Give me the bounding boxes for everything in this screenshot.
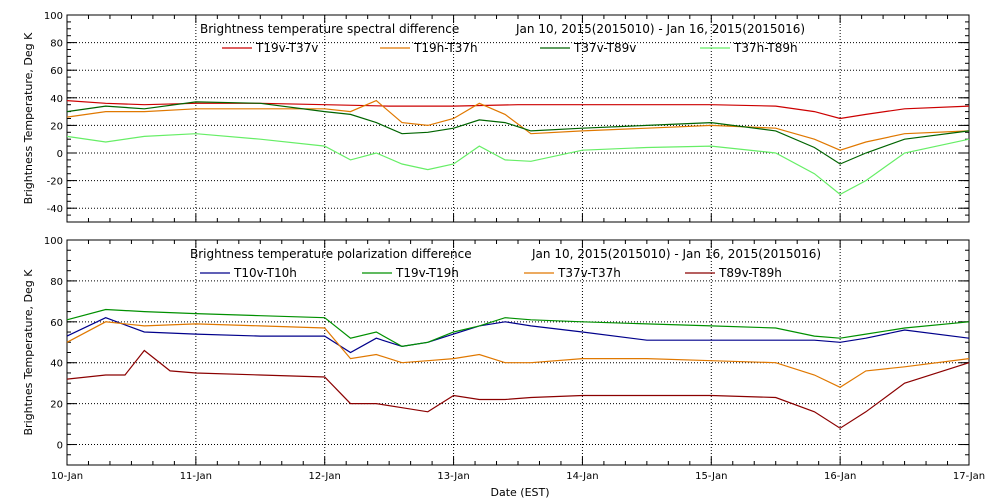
x-axis-label: Date (EST) [490,486,549,499]
y-tick-label: 80 [50,39,63,50]
polarization-difference-panel: 10-Jan 11-Jan 12-Jan 13-Jan 14-Jan 15-Jan 16-J… [22,236,985,482]
series-line-t37v-t89v [66,101,970,165]
x-tick-label: 10-Jan [51,471,83,482]
y-tick-label: 100 [44,236,63,247]
x-tick-label: 16-Jan [824,471,856,482]
y-tick-label: 20 [50,121,63,132]
series-line-t37h-t89h [66,133,970,196]
x-tick-label: 17-Jan [953,471,985,482]
y-tick-label: 100 [44,11,63,22]
y-tick-label: 60 [50,66,63,77]
series-line-t10v-t10h [66,317,970,354]
plot-frame [66,14,970,223]
x-tick-label: 13-Jan [437,471,469,482]
x-tick-label: 14-Jan [566,471,598,482]
chart-date-range: Jan 10, 2015(2015010) - Jan 16, 2015(201… [515,22,805,36]
y-tick-label: -40 [47,204,63,215]
x-tick-label: 11-Jan [180,471,212,482]
y-tick-label: 0 [57,441,63,452]
chart-date-range: Jan 10, 2015(2015010) - Jan 16, 2015(201… [531,247,821,261]
chart-title: Brightness temperature polarization diff… [190,247,472,261]
y-tick-label: 40 [50,94,63,105]
x-tick-label: 12-Jan [309,471,341,482]
legend-label: T37h-T89h [733,41,798,55]
series-line-t89v-t89h [66,349,970,429]
legend-label: T19v-T37v [255,41,318,55]
legend-label: T19v-T19h [395,266,459,280]
y-tick-label: 20 [50,400,63,411]
legend-label: T37v-T89v [573,41,636,55]
y-tick-label: 80 [50,277,63,288]
y-tick-label: -20 [47,177,63,188]
legend-label: T10v-T10h [233,266,297,280]
x-tick-label: 15-Jan [695,471,727,482]
y-axis-label: Brightnes Temperature, Deg K [22,269,35,436]
series-line-t19h-t37h [66,99,970,151]
y-tick-label: 60 [50,318,63,329]
legend-label: T37v-T37h [557,266,621,280]
series-line-t37v-t37h [66,321,970,388]
spectral-difference-panel: -40 -20 0 20 40 60 80 100 Brightness Temperature… [22,11,970,223]
legend-label: T19h-T37h [413,41,478,55]
y-tick-label: 40 [50,359,63,370]
chart-title: Brightness temperature spectral differen… [200,22,459,36]
series-line-t19v-t19h [66,308,970,348]
legend-label: T89v-T89h [718,266,782,280]
y-axis-label: Brightness Temperature, Deg K [22,32,35,204]
plot-frame [66,239,970,466]
series-line-t19v-t37v [66,100,970,120]
y-tick-label: 0 [57,149,63,160]
